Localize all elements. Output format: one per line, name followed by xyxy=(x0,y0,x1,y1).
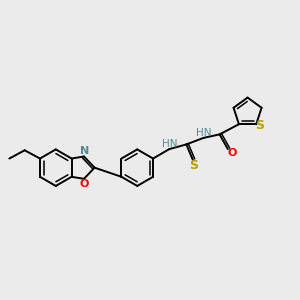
Text: N: N xyxy=(80,146,89,157)
Text: HN: HN xyxy=(196,128,212,138)
Text: S: S xyxy=(189,158,198,172)
Text: S: S xyxy=(255,119,264,132)
Text: O: O xyxy=(228,148,237,158)
Text: O: O xyxy=(80,179,89,189)
Text: HN: HN xyxy=(162,139,178,149)
